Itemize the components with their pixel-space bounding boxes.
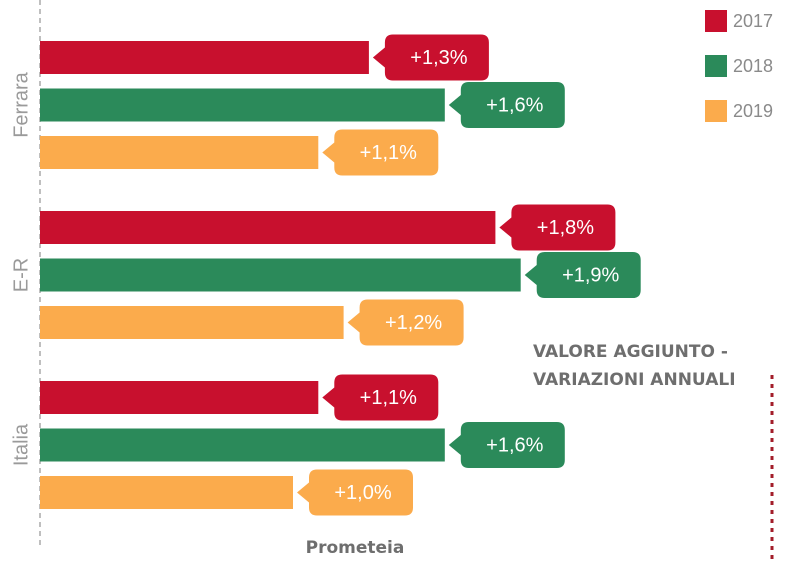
value-label: +1,8% bbox=[537, 217, 594, 239]
value-badge bbox=[347, 299, 464, 346]
bar bbox=[40, 211, 496, 244]
value-badge bbox=[524, 252, 641, 298]
legend-swatch bbox=[705, 100, 727, 122]
value-label: +1,0% bbox=[334, 482, 391, 504]
legend-label: 2018 bbox=[733, 56, 773, 76]
source: Prometeia bbox=[306, 538, 405, 558]
bar bbox=[40, 88, 445, 122]
value-label: +1,6% bbox=[486, 434, 543, 456]
value-badge bbox=[372, 34, 489, 81]
value-badge bbox=[448, 422, 565, 468]
value-label: +1,2% bbox=[385, 312, 442, 334]
legend-label: 2019 bbox=[733, 101, 773, 121]
value-badge bbox=[499, 204, 616, 251]
value-label: +1,6% bbox=[486, 94, 543, 116]
value-label: +1,1% bbox=[360, 142, 417, 164]
bar bbox=[40, 476, 293, 509]
value-label: +1,1% bbox=[360, 387, 417, 409]
value-badge bbox=[448, 82, 565, 128]
value-badge bbox=[322, 129, 439, 176]
value-label: +1,9% bbox=[562, 264, 619, 286]
bar bbox=[40, 381, 319, 414]
category-label: E-R bbox=[10, 258, 32, 292]
legend-swatch bbox=[705, 10, 727, 32]
category-label: Italia bbox=[10, 423, 32, 466]
value-badge bbox=[322, 374, 439, 421]
category-label: Ferrara bbox=[10, 71, 32, 137]
legend-label: 2017 bbox=[733, 11, 773, 31]
value-label: +1,3% bbox=[410, 47, 467, 69]
legend-swatch bbox=[705, 55, 727, 77]
bar bbox=[40, 428, 445, 462]
bar bbox=[40, 136, 319, 169]
value-badge bbox=[297, 469, 413, 516]
title-line: VARIAZIONI ANNUALI bbox=[533, 370, 736, 390]
bar bbox=[40, 258, 521, 292]
title-line: VALORE AGGIUNTO - bbox=[533, 342, 728, 362]
bar bbox=[40, 306, 344, 339]
bar bbox=[40, 41, 369, 74]
